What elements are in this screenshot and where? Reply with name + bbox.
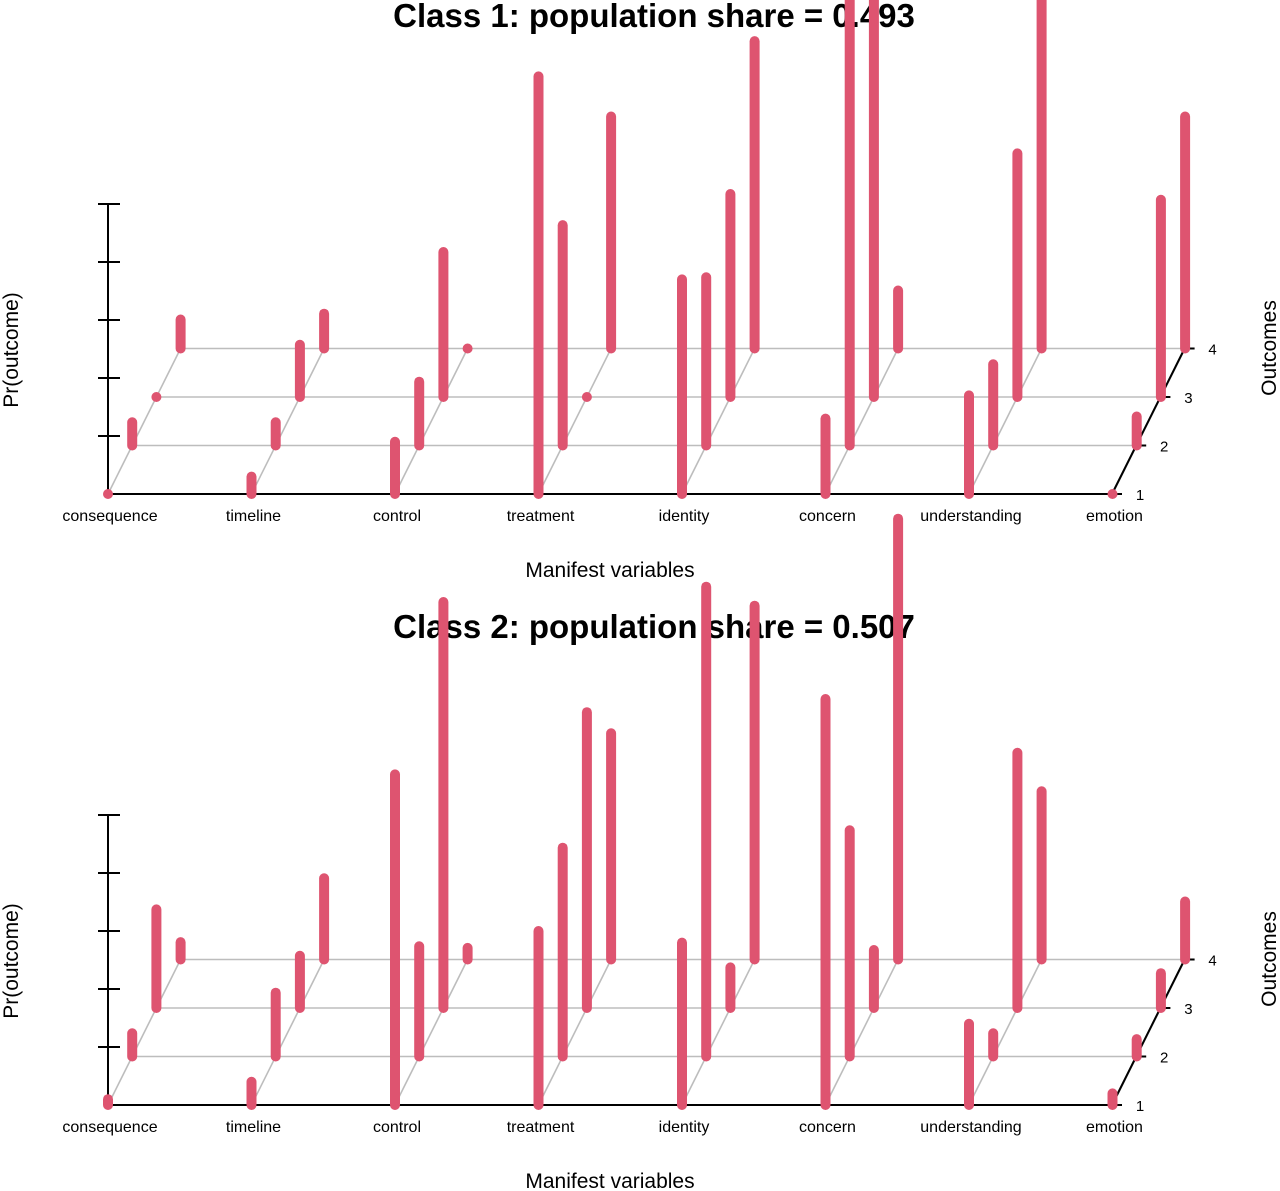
x-axis-title: Manifest variables bbox=[525, 1170, 694, 1191]
category-depth-line bbox=[250, 959, 325, 1106]
category-label: control bbox=[373, 508, 421, 525]
category-depth-line bbox=[968, 959, 1043, 1106]
chart-title: Class 1: population share = 0.493 bbox=[393, 0, 915, 34]
category-label: timeline bbox=[226, 508, 281, 525]
category-label: identity bbox=[659, 508, 710, 525]
category-label: consequence bbox=[62, 1119, 157, 1136]
z-axis-title: Outcomes bbox=[1258, 911, 1280, 1007]
category-depth-line bbox=[537, 959, 612, 1106]
chart-title: Class 2: population share = 0.507 bbox=[393, 608, 915, 645]
category-label: understanding bbox=[920, 508, 1021, 525]
category-label: concern bbox=[799, 1119, 856, 1136]
category-label: identity bbox=[659, 1119, 710, 1136]
y-axis-title: Pr(outcome) bbox=[0, 292, 23, 408]
category-depth-line bbox=[824, 959, 899, 1106]
category-depth-line bbox=[394, 959, 469, 1106]
depth-axis-line bbox=[1111, 348, 1186, 495]
category-depth-line bbox=[250, 348, 325, 495]
category-label: treatment bbox=[507, 1119, 575, 1136]
category-label: emotion bbox=[1086, 508, 1143, 525]
category-label: control bbox=[373, 1119, 421, 1136]
outcome-tick-label: 2 bbox=[1160, 439, 1168, 456]
category-label: consequence bbox=[62, 508, 157, 525]
outcome-tick-label: 3 bbox=[1184, 390, 1192, 407]
depth-axis-line bbox=[1111, 959, 1186, 1106]
category-depth-line bbox=[681, 348, 756, 495]
outcome-tick-label: 1 bbox=[1136, 1098, 1144, 1115]
category-depth-line bbox=[968, 348, 1043, 495]
category-depth-line bbox=[394, 348, 469, 495]
category-label: emotion bbox=[1086, 1119, 1143, 1136]
category-label: concern bbox=[799, 508, 856, 525]
outcome-tick-label: 1 bbox=[1136, 487, 1144, 504]
outcome-tick-label: 4 bbox=[1208, 953, 1216, 970]
category-depth-line bbox=[537, 348, 612, 495]
category-label: understanding bbox=[920, 1119, 1021, 1136]
category-label: treatment bbox=[507, 508, 575, 525]
z-axis-title: Outcomes bbox=[1258, 300, 1280, 396]
category-depth-line bbox=[107, 348, 182, 495]
outcome-tick-label: 4 bbox=[1208, 342, 1216, 359]
outcome-tick-label: 2 bbox=[1160, 1050, 1168, 1067]
category-label: timeline bbox=[226, 1119, 281, 1136]
outcome-tick-label: 3 bbox=[1184, 1001, 1192, 1018]
category-depth-line bbox=[681, 959, 756, 1106]
category-depth-line bbox=[824, 348, 899, 495]
x-axis-title: Manifest variables bbox=[525, 559, 694, 582]
category-depth-line bbox=[107, 959, 182, 1106]
y-axis-title: Pr(outcome) bbox=[0, 903, 23, 1019]
